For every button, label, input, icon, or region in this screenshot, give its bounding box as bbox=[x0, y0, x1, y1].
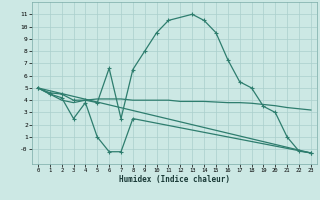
X-axis label: Humidex (Indice chaleur): Humidex (Indice chaleur) bbox=[119, 175, 230, 184]
